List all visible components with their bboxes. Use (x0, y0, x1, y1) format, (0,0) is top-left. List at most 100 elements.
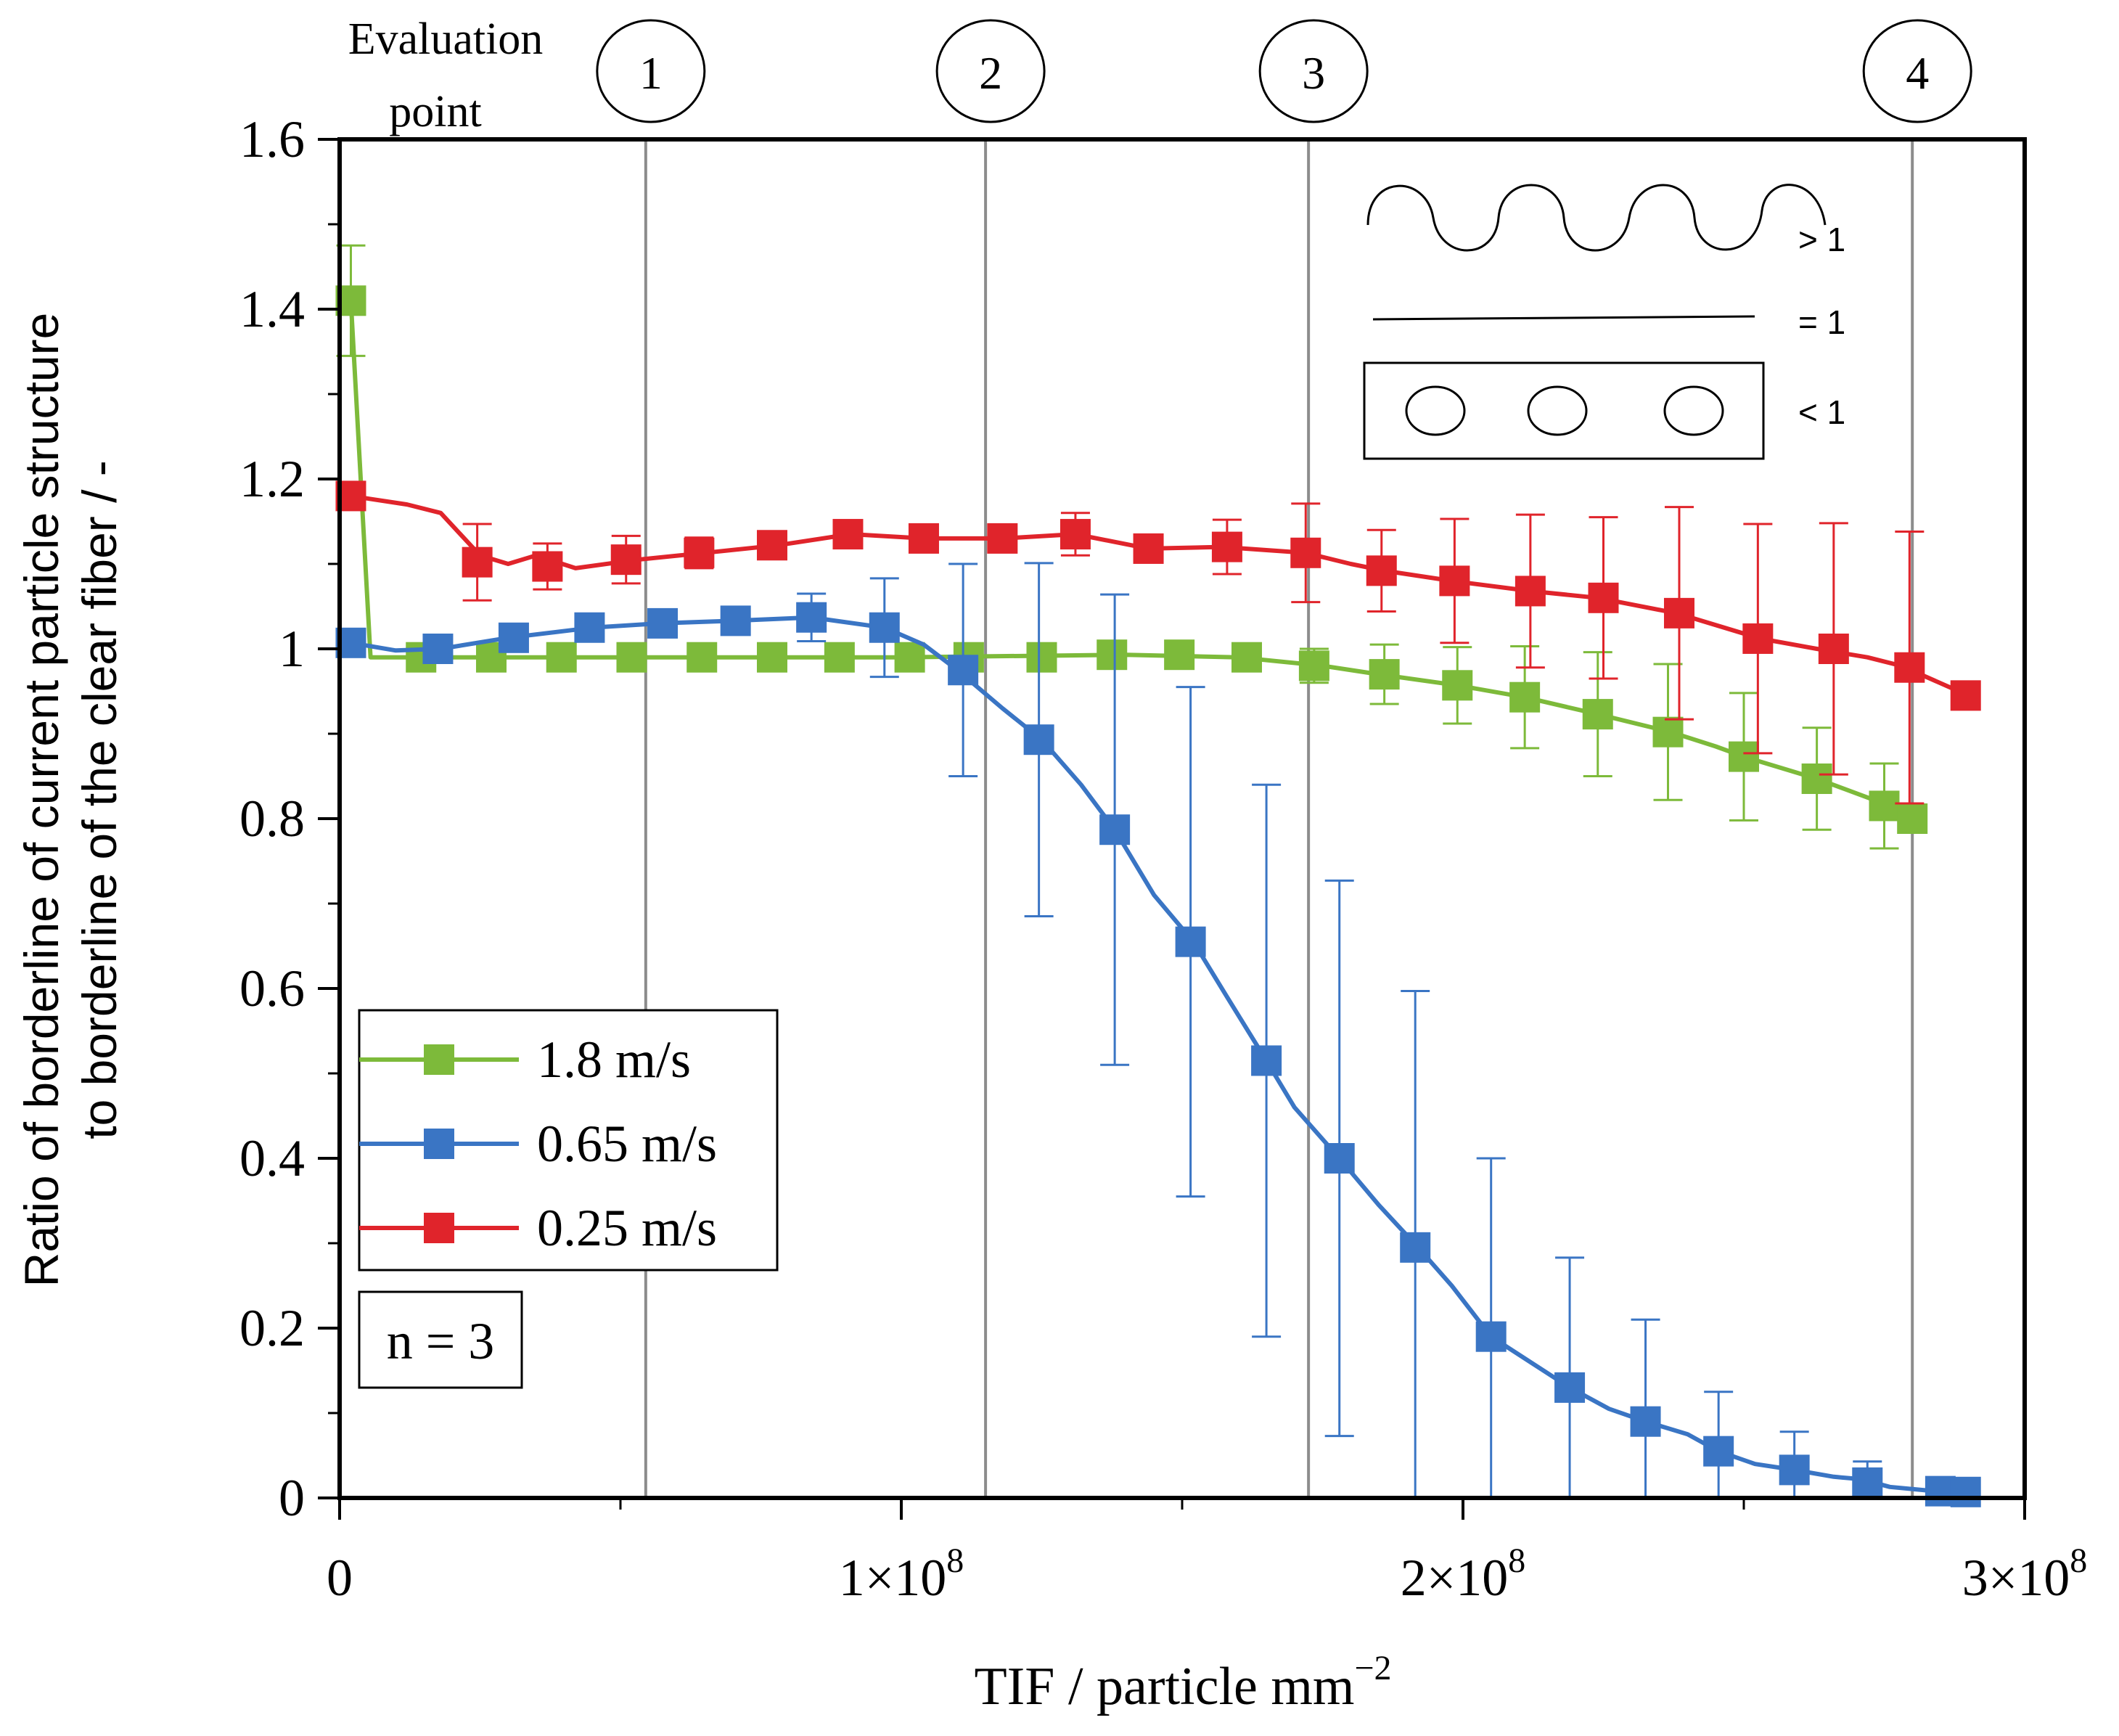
data-point (422, 634, 454, 664)
legend-label: 0.65 m/s (537, 1115, 717, 1173)
evaluation-markers: 1 2 3 4 (596, 19, 1972, 123)
data-point (546, 642, 577, 673)
series-layer (335, 244, 1981, 1507)
data-point (908, 523, 939, 554)
x-axis-label-text: TIF / particle mm (974, 1657, 1354, 1716)
inset-legend: > 1 = 1 < 1 (1363, 184, 1845, 460)
data-point (616, 642, 647, 673)
plot-frame (337, 137, 2027, 1500)
data-point (1439, 565, 1470, 597)
sample-note-text: n = 3 (387, 1312, 495, 1370)
data-point (869, 612, 900, 643)
x-tick-label: 1×108 (839, 1541, 964, 1607)
legend-label: 1.8 m/s (537, 1031, 691, 1089)
data-point (1554, 1372, 1586, 1403)
x-tick-label: 3×108 (1962, 1541, 2088, 1607)
data-point (1588, 582, 1619, 613)
data-point (1298, 650, 1329, 681)
series-legend: 1.8 m/s 0.65 m/s 0.25 m/s (358, 1009, 779, 1272)
series-red (335, 480, 1981, 805)
evaluation-point-label: 3 (1302, 47, 1325, 99)
data-point (1509, 681, 1541, 713)
y-tick-label: 0.8 (239, 790, 305, 848)
circle-icon (1663, 385, 1724, 436)
y-tick-label: 1.4 (239, 280, 305, 338)
evaluation-circle (596, 19, 706, 123)
data-point (832, 519, 864, 550)
x-tick-label: 2×108 (1401, 1541, 1526, 1607)
x-axis-label-exponent: −2 (1354, 1649, 1391, 1687)
wavy-line-icon (1366, 184, 1827, 252)
data-point (647, 607, 679, 639)
y-axis-label-line1: Ratio of borderline of current particle … (15, 313, 68, 1287)
y-tick-label: 0 (279, 1469, 305, 1527)
data-point (1175, 926, 1206, 957)
data-point (1801, 763, 1832, 795)
data-point (1742, 623, 1774, 654)
data-point (610, 544, 642, 576)
data-point (948, 655, 979, 686)
data-point (1231, 642, 1263, 673)
data-point (1324, 1143, 1355, 1174)
evaluation-point-label: 2 (979, 47, 1002, 99)
tick-labels: 0 0.2 0.4 0.6 0.8 1 1.2 1.4 1.6 0 1×108 2×108 3×108 (239, 110, 2087, 1607)
y-tick-label: 1.6 (239, 110, 305, 168)
legend-label: 0.25 m/s (537, 1199, 717, 1257)
y-tick-label: 1 (279, 620, 305, 678)
straight-line-icon (1372, 315, 1755, 321)
data-point (1400, 1232, 1431, 1263)
inset-label-equal: = 1 (1798, 303, 1845, 341)
y-tick-label: 0.4 (239, 1129, 305, 1187)
sample-note: n = 3 (358, 1290, 523, 1389)
axes (318, 137, 2027, 1520)
inset-label-less: < 1 (1798, 393, 1845, 431)
data-point (1897, 803, 1928, 834)
data-point (462, 546, 493, 578)
y-tick-label: 0.6 (239, 959, 305, 1018)
data-point (1369, 659, 1400, 690)
data-point (1097, 639, 1128, 671)
data-point (1869, 790, 1900, 822)
inset-label-greater: > 1 (1798, 221, 1845, 258)
data-point (1852, 1467, 1883, 1498)
evaluation-point-label: 1 (639, 47, 663, 99)
data-point (1026, 642, 1057, 673)
sample-note-box (358, 1290, 523, 1389)
data-point (498, 622, 529, 653)
circles-box-icon (1363, 361, 1765, 460)
data-point (796, 602, 827, 633)
data-point (1630, 1406, 1661, 1437)
data-point (756, 530, 787, 561)
legend-marker-green (424, 1044, 454, 1075)
y-tick-label: 1.2 (239, 450, 305, 508)
data-point (1442, 670, 1473, 701)
data-point (574, 612, 605, 643)
series-green (335, 244, 1928, 850)
data-point (894, 642, 925, 673)
data-point (1251, 1045, 1282, 1076)
data-point (1818, 634, 1849, 664)
data-point (686, 642, 718, 673)
evaluation-label-line1: Evaluation (348, 15, 544, 64)
data-point (1060, 519, 1091, 550)
data-point (987, 523, 1018, 554)
y-axis-label-line2: to borderline of the clear fiber / - (73, 460, 126, 1139)
data-point (1582, 699, 1613, 730)
data-point (1366, 555, 1397, 586)
data-point (1023, 724, 1054, 756)
data-point (1703, 1436, 1734, 1467)
evaluation-label-line2: point (389, 87, 481, 136)
data-point (1290, 537, 1321, 568)
data-point (1663, 597, 1694, 629)
data-point (1894, 652, 1925, 683)
data-point (1652, 716, 1684, 748)
data-point (756, 642, 787, 673)
circle-icon (1527, 385, 1588, 436)
x-axis-label: TIF / particle mm−2 (974, 1649, 1391, 1716)
data-point (1779, 1454, 1810, 1486)
x-tick-label: 0 (327, 1549, 353, 1607)
data-point (1475, 1321, 1507, 1352)
data-point (1211, 531, 1242, 562)
evaluation-guides (644, 139, 1914, 1498)
